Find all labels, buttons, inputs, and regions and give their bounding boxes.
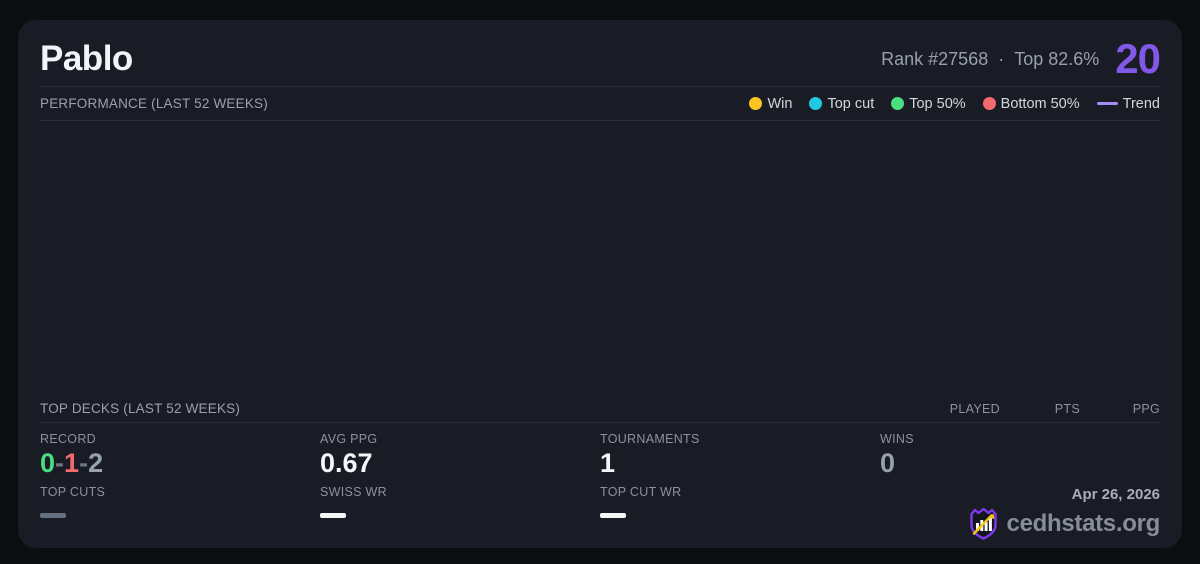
swiss-wr-label: SWISS WR — [320, 484, 387, 499]
divider — [40, 120, 1160, 121]
page-title: Pablo — [40, 39, 133, 78]
top50-dot-icon — [891, 97, 905, 110]
stat-wins: WINS 0 — [880, 432, 1160, 538]
stat-record: RECORD 0-1-2 TOP CUTS — [40, 432, 320, 538]
legend-item-win: Win — [749, 96, 792, 112]
performance-title: PERFORMANCE (LAST 52 WEEKS) — [40, 96, 268, 111]
top-cut-wr-empty-value — [600, 512, 626, 518]
legend-label: Top cut — [827, 95, 875, 112]
legend-label: Top 50% — [909, 95, 966, 112]
top-cut-wr-label: TOP CUT WR — [600, 484, 682, 499]
header-right: Rank #27568 · Top 82.6% 20 — [881, 35, 1161, 82]
stat-tournaments: TOURNAMENTS 1 TOP CUT WR — [600, 432, 880, 538]
chart-legend: Win Top cut Top 50% Bottom 50% Trend — [749, 96, 1160, 112]
column-header-played: PLAYED — [949, 401, 1000, 416]
legend-label: Win — [767, 95, 793, 112]
bottom50-dot-icon — [982, 97, 996, 110]
legend-label: Bottom 50% — [1000, 95, 1080, 112]
card-header: Pablo Rank #27568 · Top 82.6% 20 — [40, 32, 1161, 86]
swiss-wr-empty-value — [320, 512, 346, 518]
top-cuts-empty-value — [40, 512, 66, 518]
trend-line-icon — [1096, 102, 1118, 105]
score-value: 20 — [1115, 35, 1161, 82]
tournaments-value: 1 — [600, 448, 616, 478]
record-dash: - — [55, 448, 65, 478]
cedhstats-crest-logo-icon — [969, 507, 997, 540]
player-stats-card: Pablo Rank #27568 · Top 82.6% 20 PERFORM… — [18, 20, 1182, 548]
avg-ppg-value: 0.67 — [320, 448, 373, 478]
record-losses: 1 — [64, 448, 80, 478]
avg-ppg-label: AVG PPG — [320, 432, 378, 446]
legend-label: Trend — [1122, 95, 1160, 112]
top-cuts-label: TOP CUTS — [40, 484, 106, 499]
top-decks-columns: PLAYED PTS PPG — [920, 402, 1160, 416]
column-header-ppg: PPG — [1132, 401, 1160, 416]
topcut-dot-icon — [809, 97, 823, 110]
rank-line: Rank #27568 · Top 82.6% — [881, 49, 1099, 70]
divider — [40, 86, 1160, 87]
top-decks-title: TOP DECKS (LAST 52 WEEKS) — [40, 401, 241, 416]
rank-separator: · — [998, 48, 1005, 69]
legend-item-trend: Trend — [1096, 95, 1160, 112]
tournaments-label: TOURNAMENTS — [600, 432, 700, 446]
rank-label: Rank #27568 — [881, 48, 989, 69]
record-value: 0-1-2 — [40, 448, 320, 479]
brand-name: cedhstats.org — [1006, 509, 1161, 537]
win-dot-icon — [749, 97, 763, 110]
top-percent-label: Top 82.6% — [1014, 48, 1100, 69]
legend-item-topcut: Top cut — [809, 96, 874, 112]
legend-item-bottom50: Bottom 50% — [982, 95, 1080, 112]
record-dash: - — [79, 448, 89, 478]
top-decks-header: TOP DECKS (LAST 52 WEEKS) PLAYED PTS PPG — [40, 395, 1160, 422]
snapshot-date: Apr 26, 2026 — [1071, 486, 1160, 503]
brand-row: cedhstats.org — [968, 507, 1160, 540]
record-draws: 2 — [88, 448, 104, 478]
wins-label: WINS — [880, 432, 914, 446]
stat-avg-ppg: AVG PPG 0.67 SWISS WR — [320, 432, 600, 538]
column-header-pts: PTS — [1054, 401, 1080, 416]
performance-chart — [40, 121, 1160, 395]
wins-value: 0 — [880, 448, 896, 478]
performance-header: PERFORMANCE (LAST 52 WEEKS) Win Top cut … — [40, 87, 1160, 120]
legend-item-top50: Top 50% — [891, 95, 966, 112]
record-wins: 0 — [40, 448, 56, 478]
divider — [40, 422, 1160, 423]
stats-grid: RECORD 0-1-2 TOP CUTS AVG PPG 0.67 SWISS… — [40, 432, 1160, 540]
record-label: RECORD — [40, 432, 96, 446]
footer-brand-block: Apr 26, 2026 cedhstats.org — [968, 486, 1160, 540]
